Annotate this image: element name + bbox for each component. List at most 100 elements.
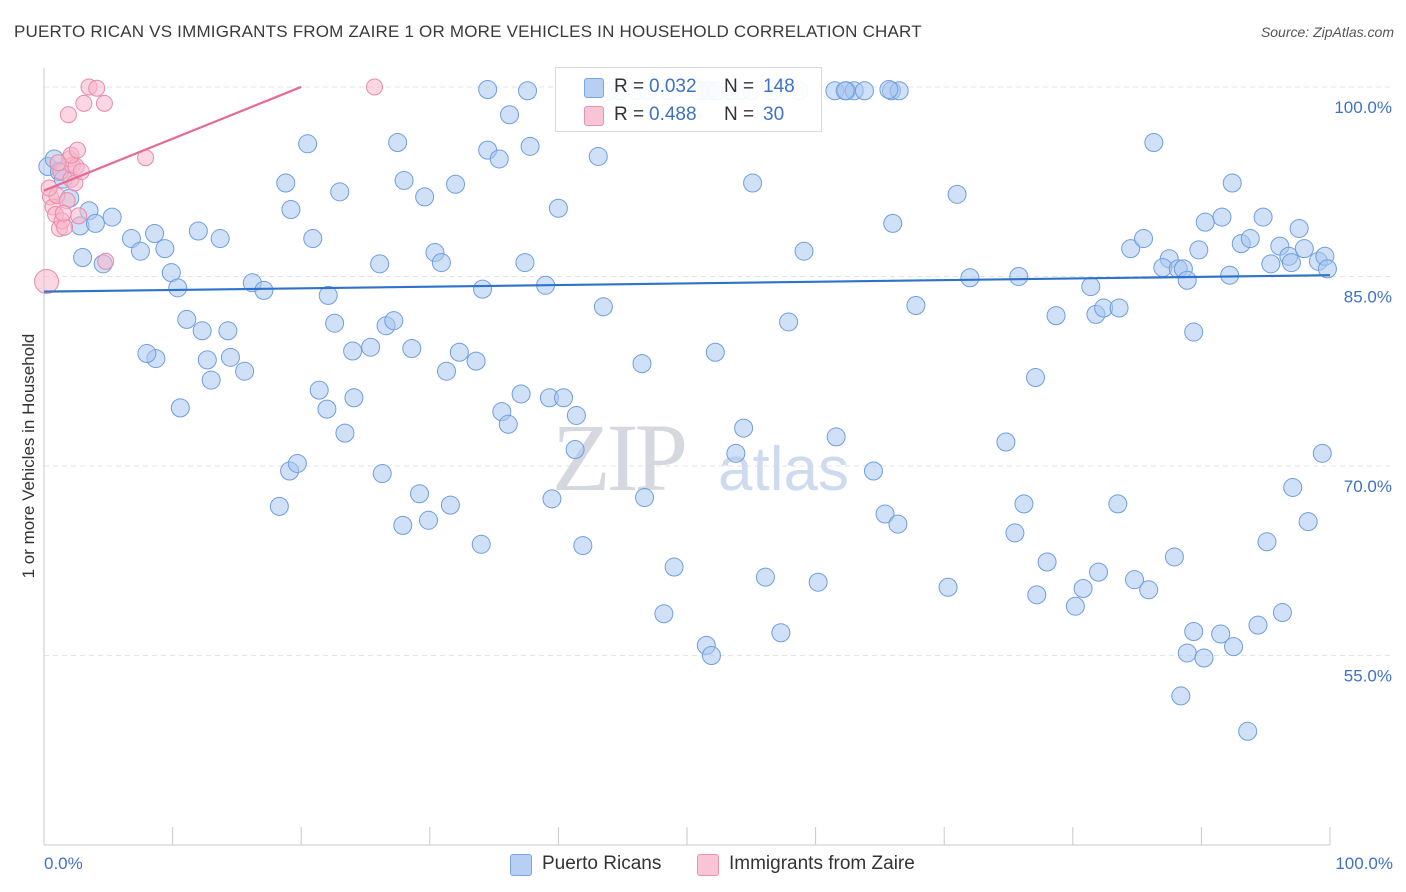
- stats-legend: R = 0.032 N = 148 R = 0.488 N = 30: [555, 67, 822, 132]
- data-point-puerto-ricans: [155, 239, 175, 259]
- data-point-puerto-ricans: [1224, 637, 1244, 657]
- data-point-puerto-ricans: [372, 464, 392, 484]
- data-point-puerto-ricans: [1294, 239, 1314, 259]
- legend-label: Immigrants from Zaire: [729, 853, 915, 874]
- data-point-puerto-ricans: [1009, 266, 1029, 286]
- source-label: Source: ZipAtlas.com: [1260, 24, 1394, 40]
- data-point-puerto-ricans: [520, 136, 540, 156]
- data-point-puerto-ricans: [466, 351, 486, 371]
- data-point-puerto-ricans: [317, 399, 337, 419]
- data-point-puerto-ricans: [269, 496, 289, 516]
- data-point-puerto-ricans: [1248, 615, 1268, 635]
- data-point-puerto-ricans: [73, 248, 93, 268]
- y-tick-label: 100.0%: [1334, 98, 1392, 117]
- data-point-puerto-ricans: [1283, 477, 1303, 497]
- data-point-immigrants-from-zaire: [70, 207, 88, 225]
- data-point-puerto-ricans: [1257, 532, 1277, 552]
- data-point-puerto-ricans: [478, 79, 498, 99]
- data-point-puerto-ricans: [632, 354, 652, 374]
- data-point-puerto-ricans: [498, 414, 518, 434]
- data-point-puerto-ricans: [1005, 523, 1025, 543]
- data-point-puerto-ricans: [303, 229, 323, 249]
- data-point-puerto-ricans: [1261, 254, 1281, 274]
- data-point-puerto-ricans: [548, 198, 568, 218]
- data-point-puerto-ricans: [85, 213, 105, 233]
- data-point-puerto-ricans: [588, 146, 608, 166]
- legend-swatch-blue: [584, 78, 604, 98]
- data-point-puerto-ricans: [1121, 239, 1141, 259]
- data-point-puerto-ricans: [254, 280, 274, 300]
- data-point-puerto-ricans: [235, 361, 255, 381]
- data-point-puerto-ricans: [410, 484, 430, 504]
- data-point-puerto-ricans: [1089, 562, 1109, 582]
- data-point-puerto-ricans: [393, 515, 413, 535]
- data-point-puerto-ricans: [1184, 322, 1204, 342]
- data-point-puerto-ricans: [1222, 173, 1242, 193]
- data-point-puerto-ricans: [276, 173, 296, 193]
- data-point-puerto-ricans: [1108, 494, 1128, 514]
- data-point-puerto-ricans: [218, 321, 238, 341]
- data-point-puerto-ricans: [1253, 207, 1273, 227]
- data-point-puerto-ricans: [1238, 721, 1258, 741]
- data-point-puerto-ricans: [888, 514, 908, 534]
- data-point-puerto-ricans: [511, 384, 531, 404]
- data-point-puerto-ricans: [635, 488, 655, 508]
- data-point-puerto-ricans: [808, 572, 828, 592]
- data-point-puerto-ricans: [835, 81, 855, 101]
- data-point-puerto-ricans: [734, 418, 754, 438]
- data-point-puerto-ricans: [1027, 585, 1047, 605]
- data-point-immigrants-from-zaire: [75, 94, 93, 112]
- data-point-immigrants-from-zaire: [34, 269, 60, 295]
- data-point-puerto-ricans: [1164, 547, 1184, 567]
- data-point-puerto-ricans: [330, 182, 350, 202]
- data-point-puerto-ricans: [947, 184, 967, 204]
- legend-row-puerto-ricans: R = 0.032 N = 148: [556, 74, 821, 102]
- data-point-puerto-ricans: [1195, 212, 1215, 232]
- data-point-puerto-ricans: [281, 200, 301, 220]
- data-point-puerto-ricans: [343, 341, 363, 361]
- data-point-puerto-ricans: [1081, 277, 1101, 297]
- data-point-puerto-ricans: [779, 312, 799, 332]
- data-point-puerto-ricans: [489, 149, 509, 169]
- data-point-immigrants-from-zaire: [54, 204, 72, 222]
- data-point-puerto-ricans: [743, 173, 763, 193]
- data-point-puerto-ricans: [500, 105, 520, 125]
- data-point-puerto-ricans: [1171, 686, 1191, 706]
- data-point-puerto-ricans: [1144, 133, 1164, 153]
- legend-swatch-pink: [697, 854, 719, 876]
- data-point-puerto-ricans: [1026, 368, 1046, 388]
- data-point-puerto-ricans: [1139, 580, 1159, 600]
- data-point-puerto-ricans: [188, 221, 208, 241]
- y-tick-label: 85.0%: [1344, 287, 1392, 306]
- data-point-puerto-ricans: [1184, 621, 1204, 641]
- data-point-puerto-ricans: [309, 380, 329, 400]
- data-point-puerto-ricans: [518, 81, 538, 101]
- data-point-puerto-ricans: [384, 311, 404, 331]
- data-point-puerto-ricans: [1211, 624, 1231, 644]
- axes: [43, 68, 1331, 846]
- data-point-puerto-ricans: [145, 224, 165, 244]
- data-point-puerto-ricans: [565, 440, 585, 460]
- data-point-puerto-ricans: [102, 207, 122, 227]
- data-point-puerto-ricans: [1212, 207, 1232, 227]
- data-point-puerto-ricans: [794, 241, 814, 261]
- data-point-puerto-ricans: [705, 342, 725, 362]
- y-axis-label: 1 or more Vehicles in Household: [19, 334, 38, 579]
- data-point-puerto-ricans: [1177, 270, 1197, 290]
- data-point-puerto-ricans: [192, 321, 212, 341]
- legend-swatch-blue: [510, 854, 532, 876]
- data-point-puerto-ricans: [431, 253, 451, 273]
- data-point-puerto-ricans: [388, 133, 408, 153]
- data-point-puerto-ricans: [554, 388, 574, 408]
- data-point-puerto-ricans: [906, 296, 926, 316]
- data-point-puerto-ricans: [1046, 306, 1066, 326]
- data-point-puerto-ricans: [515, 253, 535, 273]
- data-point-immigrants-from-zaire: [49, 154, 67, 172]
- data-point-puerto-ricans: [1272, 603, 1292, 623]
- x-tick-label-max: 100.0%: [1335, 854, 1393, 873]
- data-point-puerto-ricans: [130, 241, 150, 261]
- legend-n-value: 148: [763, 76, 795, 97]
- data-point-immigrants-from-zaire: [88, 79, 106, 97]
- data-point-puerto-ricans: [1317, 259, 1337, 279]
- data-point-puerto-ricans: [826, 427, 846, 447]
